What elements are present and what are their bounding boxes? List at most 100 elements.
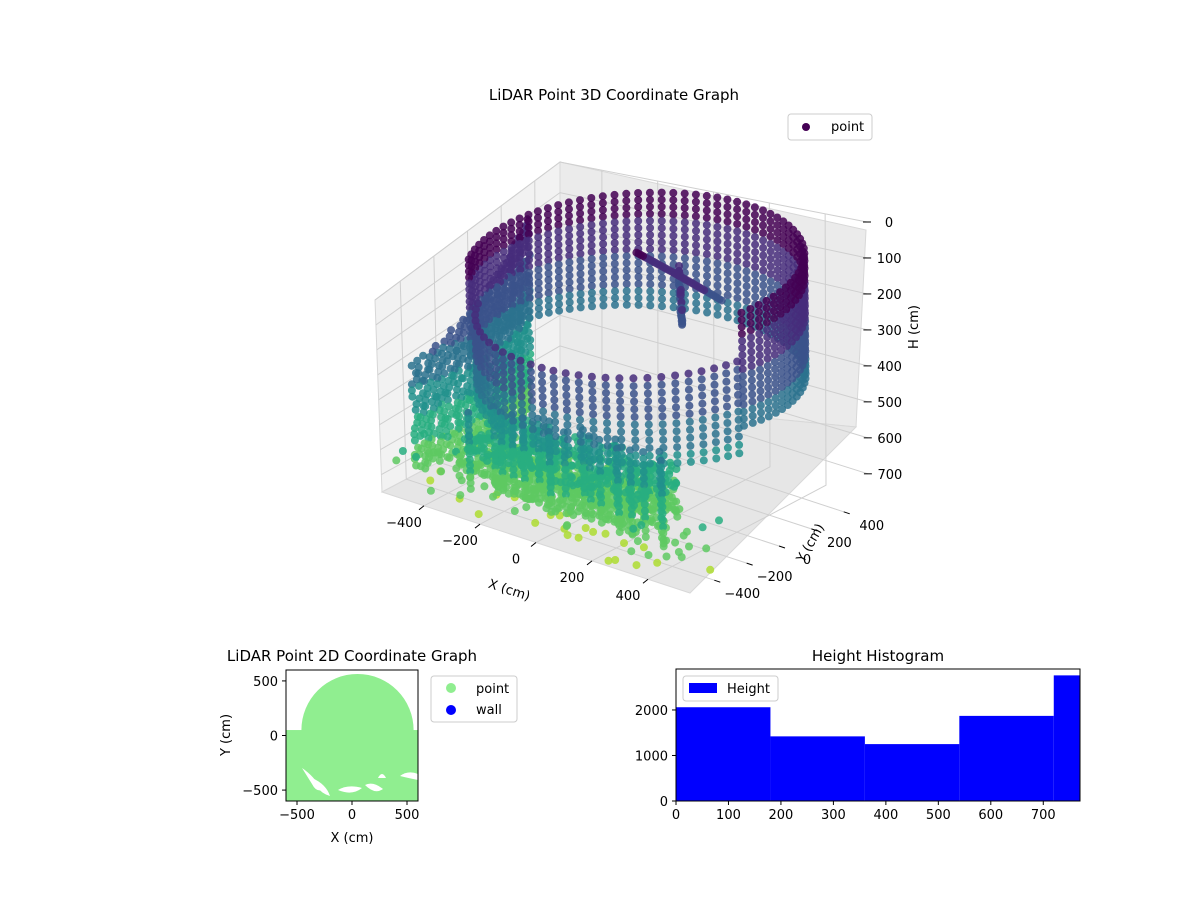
chart-3d-point bbox=[625, 446, 634, 455]
chart-3d-point bbox=[686, 449, 695, 458]
chart-3d-point bbox=[544, 427, 553, 436]
chart-3d-point bbox=[680, 239, 689, 248]
chart-3d-point bbox=[659, 435, 668, 444]
chart-3d-point bbox=[525, 300, 534, 309]
chart-3d-point bbox=[713, 244, 722, 253]
chart-3d-point bbox=[640, 487, 649, 496]
chart-3d-point bbox=[576, 256, 585, 265]
chart-3d-point bbox=[759, 251, 768, 260]
chart-3d-point bbox=[587, 514, 596, 523]
chart-3d-point bbox=[778, 405, 787, 413]
chart-3d-point bbox=[759, 213, 767, 222]
chart-3d-point bbox=[597, 505, 606, 514]
chart-3d-point bbox=[588, 380, 597, 389]
chart-3d-point bbox=[742, 245, 751, 253]
chart-3d-point bbox=[517, 399, 526, 408]
chart-3d-point bbox=[408, 392, 417, 401]
chart-3d-point bbox=[424, 449, 433, 458]
chart-3d-point bbox=[544, 295, 553, 304]
chart-3d-point bbox=[739, 400, 748, 409]
chart-3d-point bbox=[485, 338, 494, 347]
chart-3d-point bbox=[657, 463, 666, 472]
chart-3d-point bbox=[615, 508, 624, 517]
chart-3d-point bbox=[627, 491, 636, 500]
chart-3d-point bbox=[657, 245, 666, 254]
y-tick-label: −200 bbox=[757, 570, 793, 585]
chart-3d-point bbox=[489, 414, 498, 423]
x-tick-label: 400 bbox=[873, 808, 898, 823]
chart-3d-point bbox=[538, 400, 547, 409]
x-tick-label: 0 bbox=[512, 553, 520, 568]
chart-3d-point bbox=[622, 286, 631, 295]
chart-3d-point bbox=[702, 199, 711, 208]
chart-3d-point bbox=[439, 343, 448, 352]
chart-3d-point bbox=[576, 296, 585, 305]
chart-3d-point bbox=[723, 402, 731, 411]
chart-3d-point bbox=[534, 291, 543, 300]
chart-3d-point bbox=[776, 310, 785, 318]
chart-3d-point bbox=[783, 401, 792, 409]
chart-3d-point bbox=[453, 385, 461, 394]
chart-3d-point bbox=[563, 428, 572, 437]
chart-3d-point bbox=[587, 221, 596, 230]
chart-3d-point bbox=[713, 208, 722, 217]
chart-3d-point bbox=[504, 334, 513, 343]
chart-3d-point bbox=[524, 230, 533, 239]
chart-3d-point bbox=[565, 278, 574, 287]
chart-3d-point bbox=[492, 251, 501, 260]
chart-3d-point bbox=[751, 277, 760, 286]
chart-3d-point bbox=[722, 394, 731, 403]
chart-3d-point bbox=[499, 222, 508, 231]
chart-3d-point bbox=[561, 471, 570, 480]
chart-3d-point bbox=[520, 456, 529, 465]
chart-3d-point bbox=[525, 281, 534, 290]
chart-3d-point bbox=[554, 273, 563, 282]
chart-3d-point bbox=[613, 444, 621, 453]
y-tick-label: 500 bbox=[253, 675, 278, 690]
chart-3d-point bbox=[770, 328, 779, 337]
chart-3d-point bbox=[680, 254, 689, 263]
chart-3d-point bbox=[692, 219, 700, 228]
chart-3d-point bbox=[561, 376, 570, 385]
chart-3d-point bbox=[508, 441, 517, 450]
chart-3d-point bbox=[669, 188, 678, 197]
chart-3d-point bbox=[527, 396, 536, 405]
chart-3d-point bbox=[599, 260, 608, 269]
chart-3d-point bbox=[599, 287, 608, 296]
x-tick-label: −200 bbox=[442, 534, 478, 549]
chart-3d-point bbox=[703, 301, 712, 310]
chart-3d-point bbox=[484, 451, 493, 459]
chart-3d-point bbox=[637, 521, 646, 529]
chart-3d-point bbox=[657, 470, 666, 478]
chart-3d-point bbox=[766, 239, 775, 248]
chart-3d-point bbox=[574, 378, 583, 387]
chart-3d-point bbox=[576, 430, 585, 439]
chart-3d-point bbox=[539, 414, 548, 423]
chart-3d-point bbox=[658, 509, 667, 518]
chart-3d-point bbox=[491, 462, 500, 471]
chart-3d-point bbox=[644, 405, 653, 414]
chart-3d-point bbox=[457, 341, 466, 350]
chart-3d-point bbox=[713, 252, 722, 261]
chart-3d-point bbox=[485, 345, 494, 354]
chart-3d-point bbox=[497, 426, 506, 435]
chart-3d-point bbox=[562, 383, 571, 392]
chart-3d-point bbox=[766, 247, 775, 256]
chart-3d-point bbox=[646, 287, 655, 296]
chart-3d-point bbox=[586, 476, 595, 485]
chart-3d-point bbox=[766, 254, 775, 263]
chart-3d-xlabel: X (cm) bbox=[486, 577, 532, 605]
chart-3d-point bbox=[764, 412, 773, 421]
chart-3d-point bbox=[492, 233, 501, 242]
chart-3d-point bbox=[675, 505, 684, 514]
chart-3d-point bbox=[776, 288, 785, 297]
chart-3d-point bbox=[777, 346, 786, 355]
chart-3d-point bbox=[777, 390, 786, 399]
chart-3d-point bbox=[766, 209, 775, 218]
chart-3d-point bbox=[534, 285, 543, 294]
chart-3d-point bbox=[634, 203, 643, 211]
chart-3d-point bbox=[737, 308, 746, 317]
y-tick-mark bbox=[811, 528, 818, 532]
chart-3d-point bbox=[723, 261, 732, 270]
chart-3d-point bbox=[525, 313, 534, 322]
